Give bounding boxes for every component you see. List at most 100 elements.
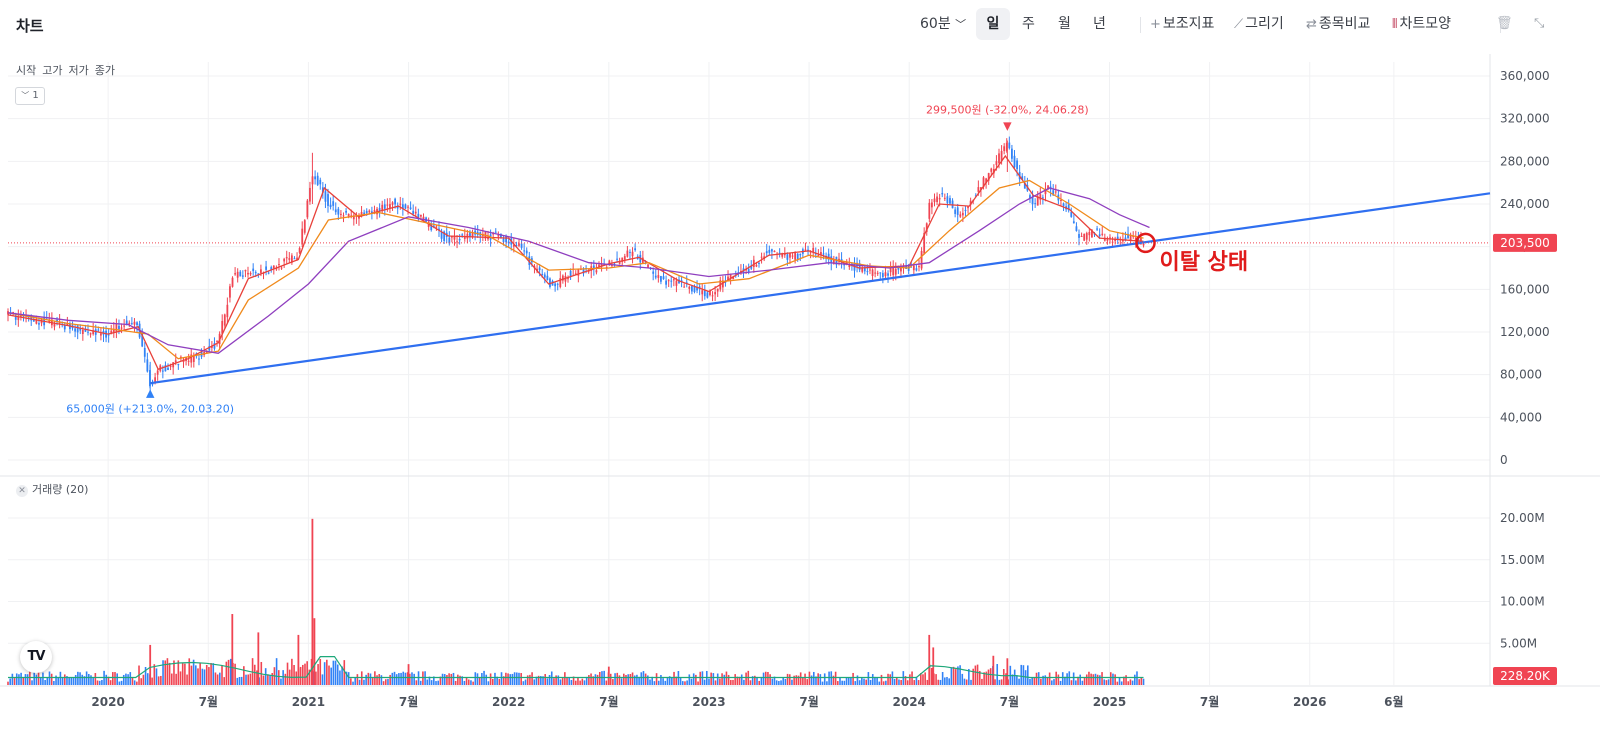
candle-body xyxy=(608,260,611,265)
volume-bar xyxy=(144,666,147,685)
volume-bar xyxy=(819,674,822,685)
volume-bar xyxy=(712,673,715,685)
volume-bar xyxy=(485,674,488,685)
candle-body xyxy=(120,327,123,329)
candle-body xyxy=(954,209,957,214)
volume-bar xyxy=(882,681,885,685)
candle-body xyxy=(569,270,572,277)
volume-bar xyxy=(675,676,678,685)
candle-body xyxy=(600,264,603,267)
volume-bar xyxy=(863,678,865,685)
volume-bar xyxy=(856,675,859,685)
tradingview-logo[interactable]: TV xyxy=(20,641,52,673)
volume-bar xyxy=(636,674,638,685)
candle-body xyxy=(706,292,709,298)
candle-body xyxy=(691,286,693,292)
volume-bar xyxy=(568,677,571,685)
candle-body xyxy=(1034,203,1037,205)
volume-bar xyxy=(166,658,169,685)
candle-body xyxy=(1047,185,1049,190)
volume-bar xyxy=(640,672,643,685)
candle-body xyxy=(820,252,822,255)
volume-bar xyxy=(823,673,826,685)
volume-bar xyxy=(531,672,533,685)
candle-body xyxy=(946,196,949,204)
volume-bar xyxy=(146,673,149,685)
volume-bar xyxy=(887,673,889,685)
candle-body xyxy=(727,276,729,281)
volume-bar xyxy=(20,672,22,685)
volume-bar xyxy=(509,674,512,685)
collapse-icon[interactable]: ⤡ xyxy=(1534,16,1545,31)
volume-bar xyxy=(120,680,123,685)
volume-bar xyxy=(618,675,621,685)
volume-bar xyxy=(262,675,265,685)
volume-bar xyxy=(411,672,413,685)
volume-bar xyxy=(356,674,359,685)
candle-body xyxy=(420,214,422,217)
candle-body xyxy=(1060,199,1062,202)
volume-bar xyxy=(1105,680,1108,685)
tab-period-month[interactable]: 월 xyxy=(1058,16,1071,32)
candle-body xyxy=(399,203,402,205)
volume-bar xyxy=(214,672,217,685)
tab-period-week[interactable]: 주 xyxy=(1022,16,1035,32)
indicator-button[interactable]: + 보조지표 xyxy=(1150,8,1214,40)
candle-body xyxy=(53,322,56,327)
volume-bar xyxy=(286,662,289,685)
volume-bar xyxy=(1079,674,1082,685)
candle-body xyxy=(234,273,237,275)
volume-bar xyxy=(231,614,234,685)
candle-body xyxy=(869,269,871,271)
volume-bar xyxy=(791,679,793,685)
candle-body xyxy=(177,364,180,366)
volume-bar xyxy=(409,673,411,685)
volume-bar xyxy=(780,680,782,685)
candle-body xyxy=(1109,237,1111,239)
volume-bar xyxy=(33,671,36,685)
volume-bar xyxy=(311,518,314,685)
volume-bar xyxy=(594,674,597,685)
support-trendline xyxy=(150,192,1491,385)
volume-bar xyxy=(592,676,595,685)
tab-period-year[interactable]: 년 xyxy=(1093,16,1106,32)
candle-body xyxy=(667,280,670,282)
candle-body xyxy=(161,370,164,372)
tab-period-day[interactable]: 일 xyxy=(976,8,1010,40)
time-tick-label: 7월 xyxy=(399,694,418,709)
candle-body xyxy=(14,315,17,320)
volume-bar xyxy=(614,673,616,685)
volume-bar xyxy=(889,674,892,685)
volume-bar xyxy=(83,676,86,685)
draw-button[interactable]: ⟋ 그리기 xyxy=(1234,8,1284,40)
candle-body xyxy=(598,264,600,267)
chart-style-button[interactable]: ⫴ 차트모양 xyxy=(1392,8,1451,40)
legend-toggle[interactable]: ﹀ 1 xyxy=(15,87,45,105)
interval-select[interactable]: 60분 ﹀ xyxy=(920,8,966,40)
volume-bar xyxy=(948,678,950,685)
volume-bar xyxy=(812,671,815,685)
volume-bar xyxy=(926,679,929,685)
volume-bar xyxy=(775,680,778,685)
volume-bar xyxy=(297,634,300,685)
current-price-label: 203,500 xyxy=(1500,236,1550,250)
candle-body xyxy=(350,215,353,217)
candle-body xyxy=(293,258,296,260)
candle-body xyxy=(546,275,549,281)
candle-body xyxy=(505,236,507,243)
candle-body xyxy=(796,253,799,260)
volume-bar xyxy=(494,672,496,685)
compare-button[interactable]: ⇄ 종목비교 xyxy=(1306,8,1370,40)
close-icon[interactable]: ✕ xyxy=(16,485,28,497)
candle-body xyxy=(714,292,717,295)
trash-icon[interactable]: 🗑 xyxy=(1496,16,1513,31)
time-tick-label: 7월 xyxy=(599,694,618,709)
candle-body xyxy=(373,210,376,212)
candle-body xyxy=(549,278,551,287)
volume-bar xyxy=(313,618,316,685)
volume-bar xyxy=(170,673,173,685)
volume-bar xyxy=(561,678,564,685)
compare-icon: ⇄ xyxy=(1306,17,1317,32)
volume-bar xyxy=(326,659,328,685)
